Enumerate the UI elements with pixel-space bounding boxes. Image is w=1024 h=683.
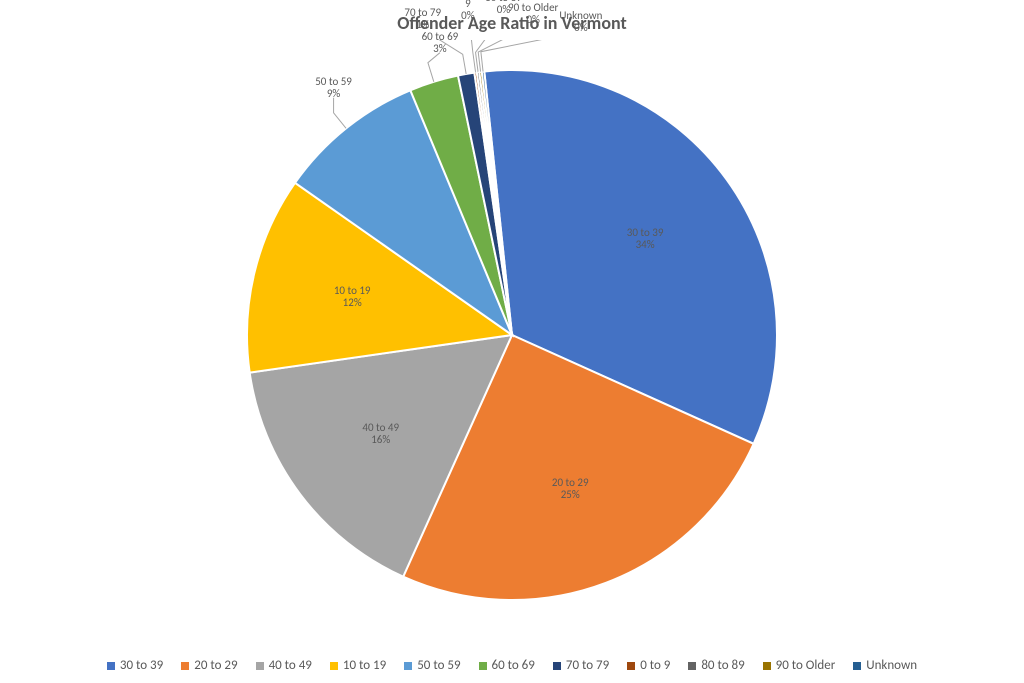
legend-label: 10 to 19 <box>343 658 386 673</box>
legend-label: 30 to 39 <box>120 658 163 673</box>
legend-label: 40 to 49 <box>269 658 312 673</box>
legend-swatch <box>553 662 561 670</box>
legend-label: Unknown <box>866 658 917 673</box>
legend-swatch <box>688 662 696 670</box>
slice-label: 40 to 49 16% <box>362 422 399 446</box>
legend-item: 60 to 69 <box>479 658 535 673</box>
slice-label: 10 to 19 12% <box>334 285 371 309</box>
legend-swatch <box>181 662 189 670</box>
chart-container: Offender Age Ratio in Vermont 30 to 39 3… <box>0 0 1024 683</box>
slice-label: 90 to Older 0% <box>508 2 558 26</box>
leader-line <box>468 40 476 73</box>
legend-label: 90 to Older <box>776 658 836 673</box>
slice-label: 30 to 39 34% <box>627 227 664 251</box>
slice-label: 70 to 79 1% <box>404 7 441 31</box>
legend: 30 to 39 20 to 29 40 to 49 10 to 19 50 to 59… <box>0 658 1024 673</box>
legend-item: 80 to 89 <box>688 658 744 673</box>
slice-label: 20 to 29 25% <box>552 477 589 501</box>
leader-line <box>481 40 581 72</box>
legend-swatch <box>330 662 338 670</box>
legend-label: 0 to 9 <box>640 658 670 673</box>
legend-item: 0 to 9 <box>627 658 670 673</box>
legend-label: 80 to 89 <box>701 658 744 673</box>
legend-item: 10 to 19 <box>330 658 386 673</box>
legend-label: 70 to 79 <box>566 658 609 673</box>
legend-swatch <box>479 662 487 670</box>
pie-svg <box>0 40 1024 620</box>
pie-area: 30 to 39 34% 20 to 29 25% 40 to 49 16% 10 t… <box>0 40 1024 620</box>
legend-swatch <box>256 662 264 670</box>
slice-label: Unknown 0% <box>559 10 602 34</box>
legend-swatch <box>107 662 115 670</box>
leader-line <box>428 53 440 82</box>
slice-label: 60 to 69 3% <box>422 31 459 55</box>
legend-item: Unknown <box>853 658 917 673</box>
leader-line <box>334 98 347 129</box>
legend-swatch <box>853 662 861 670</box>
legend-label: 20 to 29 <box>194 658 237 673</box>
slice-label: 0 to 9 0% <box>461 0 474 22</box>
legend-swatch <box>627 662 635 670</box>
legend-item: 90 to Older <box>763 658 836 673</box>
legend-item: 50 to 59 <box>404 658 460 673</box>
legend-item: 40 to 49 <box>256 658 312 673</box>
leader-line <box>478 40 533 72</box>
slice-label: 50 to 59 9% <box>315 76 352 100</box>
legend-label: 50 to 59 <box>417 658 460 673</box>
legend-item: 70 to 79 <box>553 658 609 673</box>
legend-item: 30 to 39 <box>107 658 163 673</box>
legend-swatch <box>763 662 771 670</box>
legend-item: 20 to 29 <box>181 658 237 673</box>
legend-swatch <box>404 662 412 670</box>
legend-label: 60 to 69 <box>492 658 535 673</box>
